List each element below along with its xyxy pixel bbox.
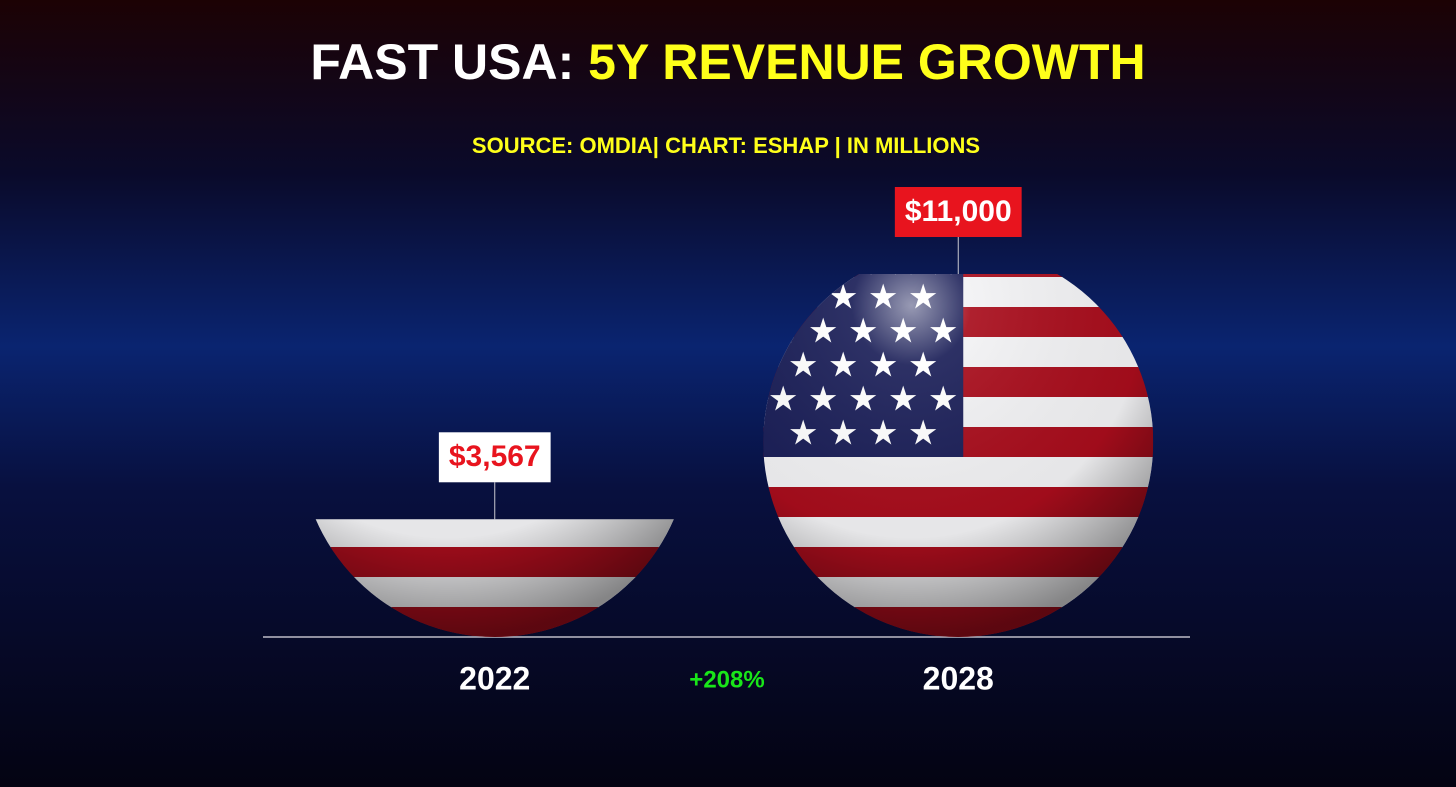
flag-ball: ★★★★★★★★★★★★★★★★★★★★★★★★★★★ xyxy=(763,274,1154,637)
growth-annotation: +208% xyxy=(689,666,764,693)
x-tick-label: 2028 xyxy=(923,660,994,696)
value-label-box xyxy=(894,187,1022,237)
chart-subtitle: SOURCE: OMDIA| CHART: ESHAP | IN MILLION… xyxy=(472,133,980,158)
value-label: $11,000 xyxy=(905,195,1012,228)
chart-title: FAST USA: 5Y REVENUE GROWTH xyxy=(310,34,1145,90)
title-lead: FAST USA: xyxy=(310,34,574,90)
value-label: $3,567 xyxy=(449,440,541,473)
shading xyxy=(763,274,1154,637)
title-highlight: 5Y REVENUE GROWTH xyxy=(588,34,1146,90)
flag-ball-body: ★★★★★★★★★★★★★★★★★★★★★★★★★★★ xyxy=(763,274,1154,637)
x-tick-label: 2022 xyxy=(459,660,530,696)
shading xyxy=(299,519,690,637)
value-label-box xyxy=(438,432,551,483)
